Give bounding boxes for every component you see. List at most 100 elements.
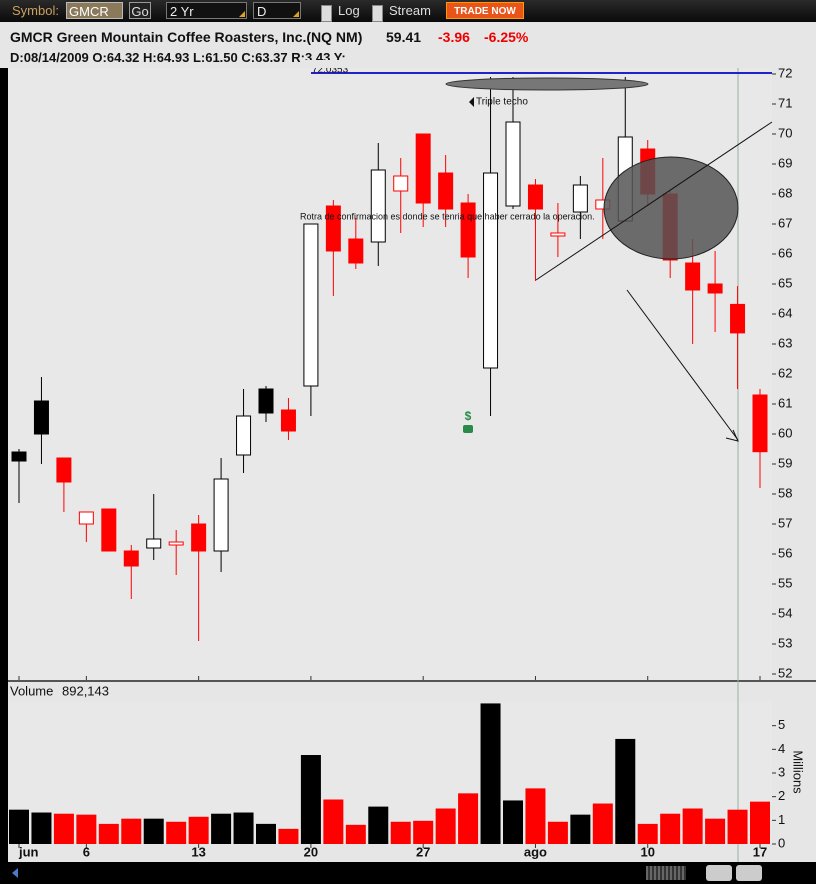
volume-bar (435, 808, 456, 844)
chart: 5253545556575859606162636465666768697071… (0, 60, 816, 862)
candle-body (303, 223, 319, 387)
candle-body (168, 541, 184, 546)
top-ellipse (445, 77, 649, 91)
candle-body (101, 508, 117, 552)
volume-bar (615, 738, 636, 844)
scroll-thumb[interactable] (646, 866, 686, 880)
zoom-out[interactable] (706, 865, 732, 881)
y-tick-label: 58 (778, 485, 792, 500)
volume-bar (413, 820, 434, 844)
log-checkbox[interactable] (321, 5, 332, 22)
focus-ellipse (603, 156, 739, 260)
y-tick-label: 56 (778, 545, 792, 560)
candle-body (258, 388, 274, 414)
level-mask (300, 60, 400, 68)
trade-button[interactable]: TRADE NOW (446, 2, 524, 19)
candle-body (393, 175, 409, 192)
volume-bar (53, 813, 74, 844)
left-border (0, 68, 8, 862)
volume-bar (300, 755, 321, 844)
candle-body (280, 409, 296, 432)
quote-change-pct: -6.25% (484, 29, 529, 45)
volume-bar (76, 814, 97, 844)
candle-body (505, 121, 521, 207)
volume-label: Volume (10, 683, 53, 698)
period-select[interactable]: 2 Yr (166, 2, 247, 19)
quote-change: -3.96 (438, 29, 470, 45)
candle-body (213, 478, 229, 552)
x-tick-label: 13 (191, 844, 205, 859)
candle-body (33, 400, 49, 435)
interval-select[interactable]: D (253, 2, 301, 19)
y-tick-label: 57 (778, 515, 792, 530)
volume-bar (525, 788, 546, 844)
volume-bar (188, 816, 209, 844)
volume-bar (143, 818, 164, 844)
volume-value: 892,143 (62, 683, 109, 698)
go-button[interactable]: Go (129, 2, 151, 19)
x-tick-label: 6 (83, 844, 90, 859)
volume-bar (121, 818, 142, 844)
y-tick-label: 70 (778, 125, 792, 140)
candle-body (123, 550, 139, 567)
candle-body (730, 303, 746, 334)
y-tick-label: 67 (778, 215, 792, 230)
candle-body (460, 202, 476, 258)
detail-label: C: (241, 50, 256, 65)
candle-body (56, 457, 72, 483)
volume-bar (323, 799, 344, 844)
y-tick-label: 55 (778, 575, 792, 590)
y-tick-label: 53 (778, 635, 792, 650)
y-tick-label: 66 (778, 245, 792, 260)
y-tick-label: 64 (778, 305, 792, 320)
note-label: Rotra de confirmacion es donde se tenria… (300, 211, 595, 221)
y-tick-label: 59 (778, 455, 792, 470)
volume-bar (503, 800, 523, 844)
candle-body (572, 184, 588, 213)
y-tick-label: 60 (778, 425, 792, 440)
stream-checkbox[interactable] (372, 5, 383, 22)
candle-body (11, 451, 27, 462)
detail-value: 08/14/2009 (23, 50, 89, 65)
volume-tick-label: 1 (778, 812, 785, 827)
volume-axis-label: Millions (791, 750, 806, 794)
volume-bar (368, 806, 389, 844)
log-label: Log (338, 3, 360, 18)
quote-name: GMCR Green Mountain Coffee Roasters, Inc… (10, 29, 363, 45)
volume-tick-label: 3 (778, 764, 785, 779)
detail-label: H: (143, 50, 157, 65)
detail-label: O: (92, 50, 107, 65)
toolbar: Symbol: GMCR Go 2 Yr D Log Stream TRADE … (0, 0, 816, 22)
x-tick-label: 17 (753, 844, 767, 859)
phone-icon (463, 425, 473, 433)
volume-bar (31, 812, 52, 844)
y-tick-label: 71 (778, 95, 792, 110)
y-tick-label: 63 (778, 335, 792, 350)
volume-tick-label: 0 (778, 835, 785, 850)
volume-bar (233, 812, 254, 844)
quote-details: D:08/14/2009 O:64.32 H:64.93 L:61.50 C:6… (10, 50, 349, 65)
volume-bar (682, 808, 703, 844)
y-tick-label: 62 (778, 365, 792, 380)
detail-value: 64.93 (156, 50, 190, 65)
scrollbar[interactable] (0, 862, 816, 884)
y-tick-label: 65 (778, 275, 792, 290)
panel-separator (8, 680, 816, 682)
detail-value: 64.32 (106, 50, 140, 65)
volume-bar (458, 793, 479, 844)
volume-bar (570, 814, 591, 844)
symbol-input[interactable]: GMCR (66, 2, 123, 19)
x-tick-label: 27 (416, 844, 430, 859)
dividend-icon: $ (465, 409, 472, 423)
scroll-left[interactable] (12, 868, 18, 878)
arrow-line (626, 289, 739, 441)
detail-value: 61.50 (205, 50, 238, 65)
zoom-in[interactable] (736, 865, 762, 881)
y-tick-label: 69 (778, 155, 792, 170)
candle-body (483, 172, 499, 369)
volume-bar (98, 823, 119, 844)
triple-marker (469, 97, 474, 107)
candle-body (707, 283, 723, 294)
candle-body (438, 172, 454, 210)
volume-bar (480, 703, 501, 844)
